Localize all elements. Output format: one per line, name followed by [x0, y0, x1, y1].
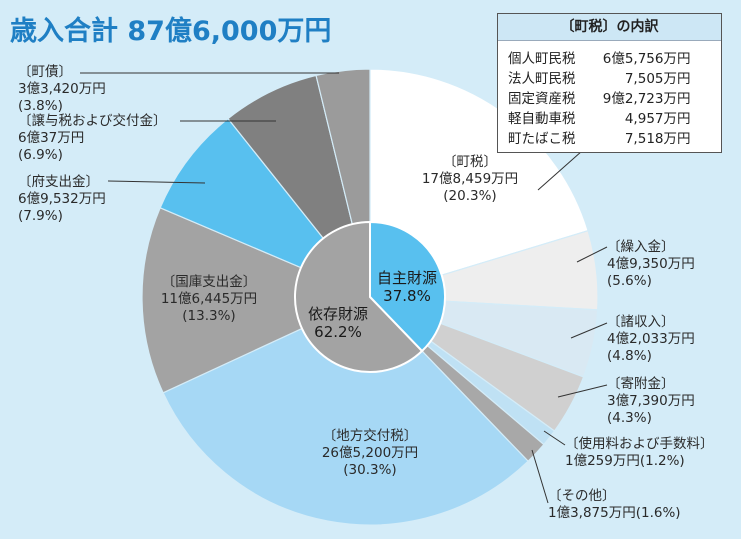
slice-label-amount: 3億3,420万円 — [18, 81, 106, 97]
tax-name: 軽自動車税 — [508, 111, 576, 127]
slice-label-name: 〔町税〕 — [443, 154, 497, 170]
table-row: 軽自動車税 4,957万円 — [508, 107, 691, 127]
tax-name: 固定資産税 — [508, 91, 576, 107]
slice-label-amount: 26億5,200万円 — [322, 445, 418, 461]
slice-label-amount: 17億8,459万円 — [422, 171, 518, 187]
table-row: 個人町民税 6億5,756万円 — [508, 47, 691, 67]
inner-label-name: 自主財源 — [377, 269, 437, 287]
tax-amount: 7,518万円 — [624, 131, 691, 147]
tax-name: 町たばこ税 — [508, 131, 576, 147]
inner-label-value: 62.2% — [314, 323, 362, 341]
table-row: 固定資産税 9億2,723万円 — [508, 87, 691, 107]
tax-amount: 7,505万円 — [624, 71, 691, 87]
inner-ring — [294, 220, 446, 373]
slice-label-name: 〔地方交付税〕 — [323, 427, 418, 444]
slice-label-amount: 1億259万円(1.2%) — [565, 453, 685, 469]
pie-slice-8 — [141, 206, 372, 394]
slice-label-amount: 4億2,033万円 — [607, 331, 695, 347]
leader-line — [543, 430, 566, 446]
tax-breakdown-table: 個人町民税 6億5,756万円 法人町民税 7,505万円 固定資産税 9億2,723… — [508, 47, 691, 147]
slice-label-name: 〔寄附金〕 — [607, 375, 675, 392]
slice-label-name: 〔府支出金〕 — [18, 174, 99, 190]
slice-label-percent: (13.3%) — [182, 308, 235, 324]
slice-label-amount: 4億9,350万円 — [607, 256, 695, 272]
tax-amount: 9億2,723万円 — [602, 91, 691, 107]
slice-label-percent: (30.3%) — [343, 462, 396, 478]
leader-line — [531, 449, 549, 504]
tax-name: 法人町民税 — [508, 71, 576, 87]
slice-label-amount: 6億37万円 — [18, 130, 84, 146]
tax-amount: 6億5,756万円 — [602, 51, 691, 67]
slice-label-name: 〔譲与税および交付金〕 — [18, 112, 167, 129]
slice-label-amount: 11億6,445万円 — [161, 291, 257, 307]
slice-label-percent: (5.6%) — [607, 273, 652, 289]
slice-label-amount: 3億7,390万円 — [607, 393, 695, 409]
slice-label-percent: (20.3%) — [443, 188, 496, 204]
slice-label-name: 〔国庫支出金〕 — [162, 274, 257, 290]
table-row: 法人町民税 7,505万円 — [508, 67, 691, 87]
slice-label-percent: (6.9%) — [18, 147, 63, 163]
pie-slice-7 — [162, 296, 529, 526]
slice-label-percent: (3.8%) — [18, 98, 63, 114]
inner-label-name: 依存財源 — [308, 305, 368, 323]
leader-line — [570, 322, 608, 339]
inner-slice-1 — [369, 220, 446, 353]
slice-label-percent: (4.3%) — [607, 410, 652, 426]
slice-label-amount: 6億9,532万円 — [18, 191, 106, 207]
leader-line — [107, 180, 206, 184]
table-row: 町たばこ税 7,518万円 — [508, 127, 691, 147]
slice-label-name: 〔使用料および手数料〕 — [565, 435, 714, 452]
leader-line — [557, 384, 608, 398]
slice-label-name: 〔繰入金〕 — [607, 239, 675, 255]
slice-label-name: 〔その他〕 — [548, 488, 616, 504]
leader-lines — [80, 72, 608, 504]
slice-label-name: 〔諸収入〕 — [607, 314, 675, 330]
tax-breakdown-title: 〔町税〕の内訳 — [498, 14, 721, 41]
inner-label-value: 37.8% — [383, 287, 431, 305]
tax-breakdown-box: 〔町税〕の内訳 個人町民税 6億5,756万円 法人町民税 7,505万円 固定資産… — [497, 13, 722, 153]
leader-line — [576, 246, 608, 263]
slice-label-percent: (7.9%) — [18, 208, 63, 224]
slice-label-amount: 1億3,875万円(1.6%) — [548, 505, 681, 521]
slice-label-name: 〔町債〕 — [18, 64, 72, 80]
tax-name: 個人町民税 — [508, 51, 576, 67]
callout-line — [537, 150, 583, 191]
page-title: 歳入合計 87億6,000万円 — [10, 15, 331, 47]
inner-slice-2 — [294, 220, 424, 373]
tax-amount: 4,957万円 — [624, 111, 691, 127]
slice-label-percent: (4.8%) — [607, 348, 652, 364]
